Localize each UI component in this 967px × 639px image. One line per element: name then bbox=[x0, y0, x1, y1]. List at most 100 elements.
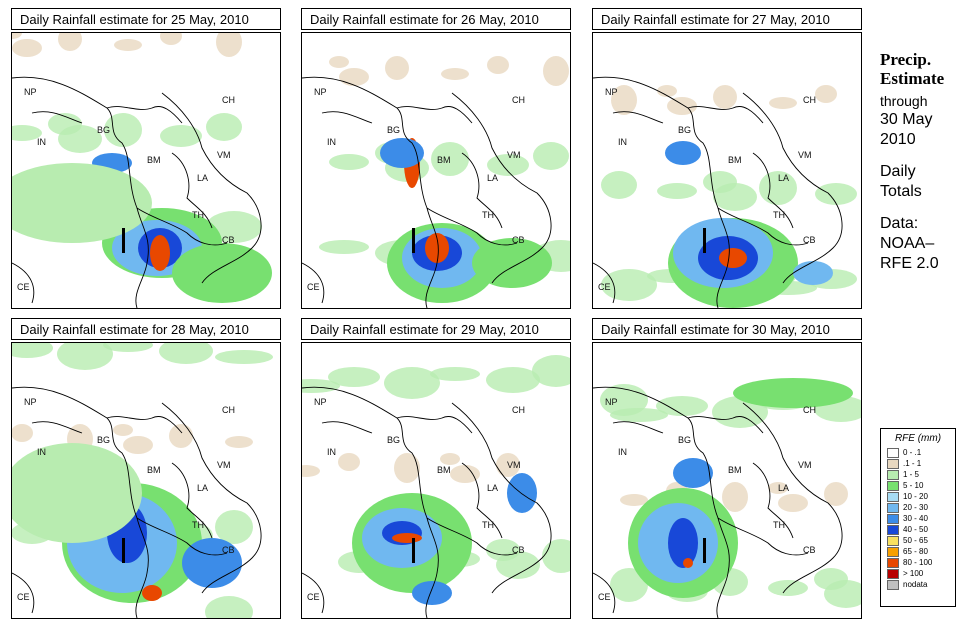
border-line bbox=[717, 517, 809, 556]
sidebar-line1: Precip. bbox=[880, 50, 932, 69]
rain-light-patch bbox=[824, 580, 861, 608]
rain-light-patch bbox=[216, 33, 242, 57]
rain-area bbox=[793, 261, 833, 285]
sidebar-line4: 30 May bbox=[880, 111, 933, 128]
legend-row: 50 - 65 bbox=[887, 535, 955, 546]
rain-light-patch bbox=[206, 113, 242, 141]
legend-label: 65 - 80 bbox=[903, 547, 928, 556]
country-label-la: LA bbox=[778, 173, 789, 183]
rain-light-patch bbox=[611, 85, 637, 115]
rain-light-patch bbox=[319, 240, 369, 254]
border-line bbox=[396, 106, 473, 124]
rain-light-patch bbox=[169, 424, 193, 448]
border-line bbox=[321, 421, 373, 434]
country-label-th: TH bbox=[482, 210, 494, 220]
rain-light-patch bbox=[667, 97, 697, 115]
rain-light-patch bbox=[487, 154, 529, 176]
rain-light-patch bbox=[123, 436, 153, 454]
border-line bbox=[302, 386, 439, 618]
panel-title: Daily Rainfall estimate for 29 May, 2010 bbox=[301, 318, 571, 340]
country-label-vm: VM bbox=[507, 460, 521, 470]
rain-light-patch bbox=[215, 350, 273, 364]
country-label-la: LA bbox=[487, 173, 498, 183]
panel-title: Daily Rainfall estimate for 27 May, 2010 bbox=[592, 8, 862, 30]
legend-label: 50 - 65 bbox=[903, 536, 928, 545]
border-line bbox=[593, 262, 616, 304]
rain-light-patch bbox=[205, 596, 253, 618]
rain-light-patch bbox=[486, 367, 540, 393]
country-label-in: IN bbox=[327, 447, 336, 457]
legend-row: 0 - .1 bbox=[887, 447, 955, 458]
rain-light-patch bbox=[159, 343, 213, 364]
sidebar-line5: 2010 bbox=[880, 131, 916, 148]
legend-swatch bbox=[887, 447, 899, 458]
country-label-np: NP bbox=[24, 397, 37, 407]
legend-label: 80 - 100 bbox=[903, 558, 933, 567]
border-line bbox=[161, 92, 262, 284]
country-label-cb: CB bbox=[222, 545, 235, 555]
country-label-np: NP bbox=[605, 397, 618, 407]
country-label-th: TH bbox=[192, 520, 204, 530]
border-line bbox=[451, 402, 552, 594]
country-label-bm: BM bbox=[147, 155, 161, 165]
legend-swatch bbox=[887, 546, 899, 557]
rain-light-patch bbox=[160, 33, 182, 45]
rain-area bbox=[150, 235, 170, 271]
country-label-vm: VM bbox=[798, 460, 812, 470]
sidebar-line9: NOAA– bbox=[880, 235, 935, 252]
rain-light-patch bbox=[103, 343, 153, 352]
island-shape bbox=[412, 538, 415, 563]
legend-swatch bbox=[887, 535, 899, 546]
legend-swatch bbox=[887, 502, 899, 513]
country-label-th: TH bbox=[773, 520, 785, 530]
border-line bbox=[612, 111, 664, 124]
rain-light-patch bbox=[430, 367, 480, 381]
legend-row: .1 - 1 bbox=[887, 458, 955, 469]
border-line bbox=[12, 262, 35, 304]
country-label-in: IN bbox=[37, 137, 46, 147]
country-label-bm: BM bbox=[437, 465, 451, 475]
rain-area bbox=[472, 238, 552, 288]
legend-row: 10 - 20 bbox=[887, 491, 955, 502]
border-line bbox=[106, 416, 183, 434]
country-label-ch: CH bbox=[222, 95, 235, 105]
country-label-vm: VM bbox=[217, 150, 231, 160]
country-label-th: TH bbox=[192, 210, 204, 220]
rain-light-patch bbox=[215, 510, 253, 544]
rain-light-patch bbox=[384, 367, 440, 399]
legend-row: 65 - 80 bbox=[887, 546, 955, 557]
rain-area bbox=[142, 585, 162, 601]
legend-swatch bbox=[887, 568, 899, 579]
map-svg: NP IN BG CH BM VM LA TH CB CE bbox=[302, 343, 570, 618]
country-label-ch: CH bbox=[512, 405, 525, 415]
legend-swatch bbox=[887, 458, 899, 469]
sidebar-line8: Data: bbox=[880, 215, 919, 232]
rain-light-patch bbox=[450, 465, 480, 483]
border-line bbox=[426, 517, 518, 556]
rain-light-patch bbox=[385, 56, 409, 80]
rain-light-patch bbox=[722, 482, 748, 512]
rain-light-patch bbox=[824, 482, 848, 506]
country-label-bg: BG bbox=[678, 435, 691, 445]
rain-light-patch bbox=[431, 142, 469, 176]
rainfall-map: NP IN BG CH BM VM LA TH CB CE bbox=[592, 32, 862, 309]
border-line bbox=[171, 152, 213, 229]
country-label-ch: CH bbox=[803, 95, 816, 105]
legend-swatch bbox=[887, 557, 899, 568]
rain-area bbox=[412, 581, 452, 605]
border-line bbox=[752, 462, 794, 539]
border-line bbox=[742, 402, 843, 594]
rainfall-map: NP IN BG CH BM VM LA TH CB CE bbox=[11, 32, 281, 309]
border-line bbox=[31, 111, 83, 124]
country-label-ch: CH bbox=[222, 405, 235, 415]
rain-light-patch bbox=[441, 68, 469, 80]
rain-light-patch bbox=[769, 97, 797, 109]
panel-title: Daily Rainfall estimate for 26 May, 2010 bbox=[301, 8, 571, 30]
border-line bbox=[302, 572, 325, 614]
country-label-la: LA bbox=[197, 173, 208, 183]
border-line bbox=[451, 92, 552, 284]
map-svg: NP IN BG CH BM VM LA TH CB CE bbox=[12, 343, 280, 618]
border-line bbox=[461, 462, 503, 539]
rain-light-patch bbox=[339, 68, 369, 86]
border-line bbox=[461, 152, 503, 229]
